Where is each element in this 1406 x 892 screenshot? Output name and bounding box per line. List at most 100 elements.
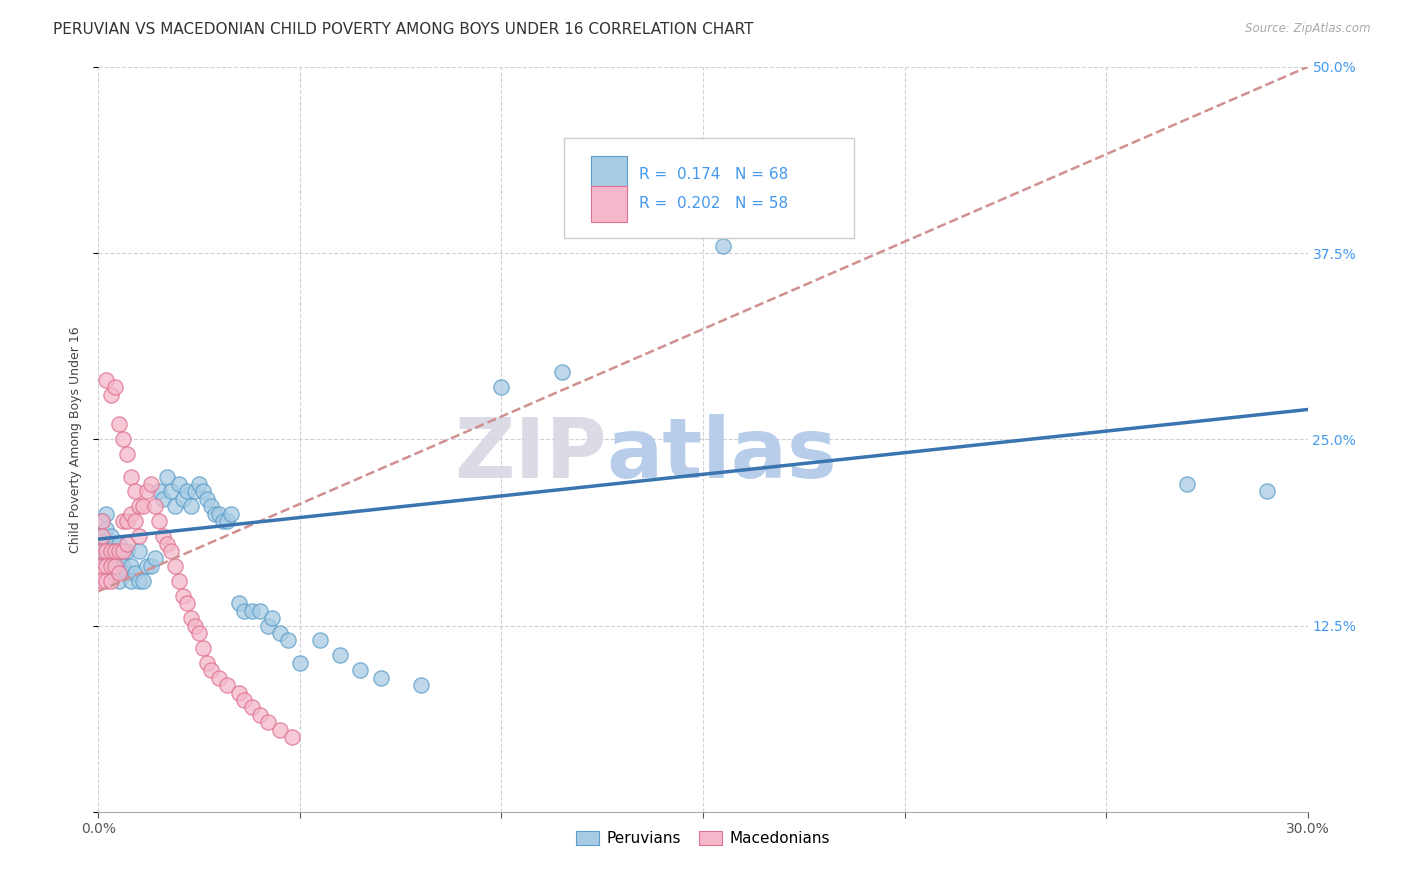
- Text: ZIP: ZIP: [454, 414, 606, 495]
- Point: [120, 574, 142, 588]
- Point: [1175, 477, 1198, 491]
- Point: [115, 544, 138, 558]
- Point: [240, 604, 263, 618]
- Point: [167, 477, 190, 491]
- Point: [111, 558, 134, 573]
- Point: [103, 544, 125, 558]
- Point: [711, 238, 734, 252]
- Point: [551, 365, 574, 379]
- Point: [91, 529, 114, 543]
- Point: [200, 500, 222, 514]
- Point: [135, 558, 157, 573]
- Point: [103, 380, 125, 394]
- Point: [96, 558, 118, 573]
- Point: [217, 678, 239, 692]
- Point: [148, 484, 170, 499]
- Point: [277, 633, 299, 648]
- Point: [217, 514, 239, 528]
- Point: [143, 551, 166, 566]
- Point: [188, 626, 211, 640]
- Point: [107, 558, 129, 573]
- Point: [96, 373, 118, 387]
- Point: [120, 558, 142, 573]
- Point: [269, 723, 291, 737]
- Point: [124, 484, 146, 499]
- Point: [160, 544, 183, 558]
- Point: [409, 678, 432, 692]
- Text: Source: ZipAtlas.com: Source: ZipAtlas.com: [1246, 22, 1371, 36]
- Point: [180, 500, 202, 514]
- Point: [172, 491, 194, 506]
- FancyBboxPatch shape: [591, 186, 627, 222]
- Point: [115, 447, 138, 461]
- Legend: Peruvians, Macedonians: Peruvians, Macedonians: [569, 825, 837, 853]
- Point: [115, 566, 138, 581]
- Point: [103, 558, 125, 573]
- Point: [100, 544, 122, 558]
- Text: PERUVIAN VS MACEDONIAN CHILD POVERTY AMONG BOYS UNDER 16 CORRELATION CHART: PERUVIAN VS MACEDONIAN CHILD POVERTY AMO…: [53, 22, 754, 37]
- Point: [139, 558, 162, 573]
- Point: [96, 536, 118, 550]
- Point: [111, 544, 134, 558]
- Point: [143, 500, 166, 514]
- Point: [100, 387, 122, 401]
- Point: [163, 500, 186, 514]
- Point: [135, 484, 157, 499]
- Point: [370, 671, 392, 685]
- Point: [120, 507, 142, 521]
- Point: [188, 477, 211, 491]
- Point: [96, 544, 118, 558]
- Point: [184, 618, 207, 632]
- Point: [128, 529, 150, 543]
- Point: [195, 656, 218, 670]
- Point: [204, 507, 226, 521]
- Point: [176, 596, 198, 610]
- Point: [200, 663, 222, 677]
- Text: R =  0.174   N = 68: R = 0.174 N = 68: [638, 167, 789, 182]
- Point: [491, 380, 513, 394]
- Point: [107, 574, 129, 588]
- Point: [193, 640, 215, 655]
- Point: [100, 558, 122, 573]
- Point: [96, 522, 118, 536]
- Point: [1256, 484, 1278, 499]
- Point: [249, 707, 271, 722]
- Point: [256, 618, 278, 632]
- Point: [240, 700, 263, 714]
- Point: [91, 574, 114, 588]
- Point: [281, 730, 304, 744]
- Point: [107, 544, 129, 558]
- Point: [148, 514, 170, 528]
- Point: [128, 500, 150, 514]
- Point: [160, 484, 183, 499]
- Point: [309, 633, 332, 648]
- Point: [91, 514, 114, 528]
- Point: [152, 491, 174, 506]
- Point: [256, 715, 278, 730]
- Point: [132, 500, 155, 514]
- Point: [91, 544, 114, 558]
- Point: [107, 417, 129, 432]
- Point: [172, 589, 194, 603]
- Point: [232, 693, 254, 707]
- Point: [111, 433, 134, 447]
- Point: [228, 596, 250, 610]
- Point: [111, 514, 134, 528]
- Point: [228, 685, 250, 699]
- Point: [91, 514, 114, 528]
- Point: [107, 566, 129, 581]
- Point: [103, 551, 125, 566]
- Point: [91, 544, 114, 558]
- Point: [132, 574, 155, 588]
- Point: [212, 514, 235, 528]
- Point: [91, 558, 114, 573]
- Point: [96, 574, 118, 588]
- Point: [249, 604, 271, 618]
- Point: [156, 536, 179, 550]
- Point: [195, 491, 218, 506]
- Point: [260, 611, 283, 625]
- Point: [103, 536, 125, 550]
- Point: [107, 536, 129, 550]
- Point: [156, 469, 179, 483]
- Point: [111, 544, 134, 558]
